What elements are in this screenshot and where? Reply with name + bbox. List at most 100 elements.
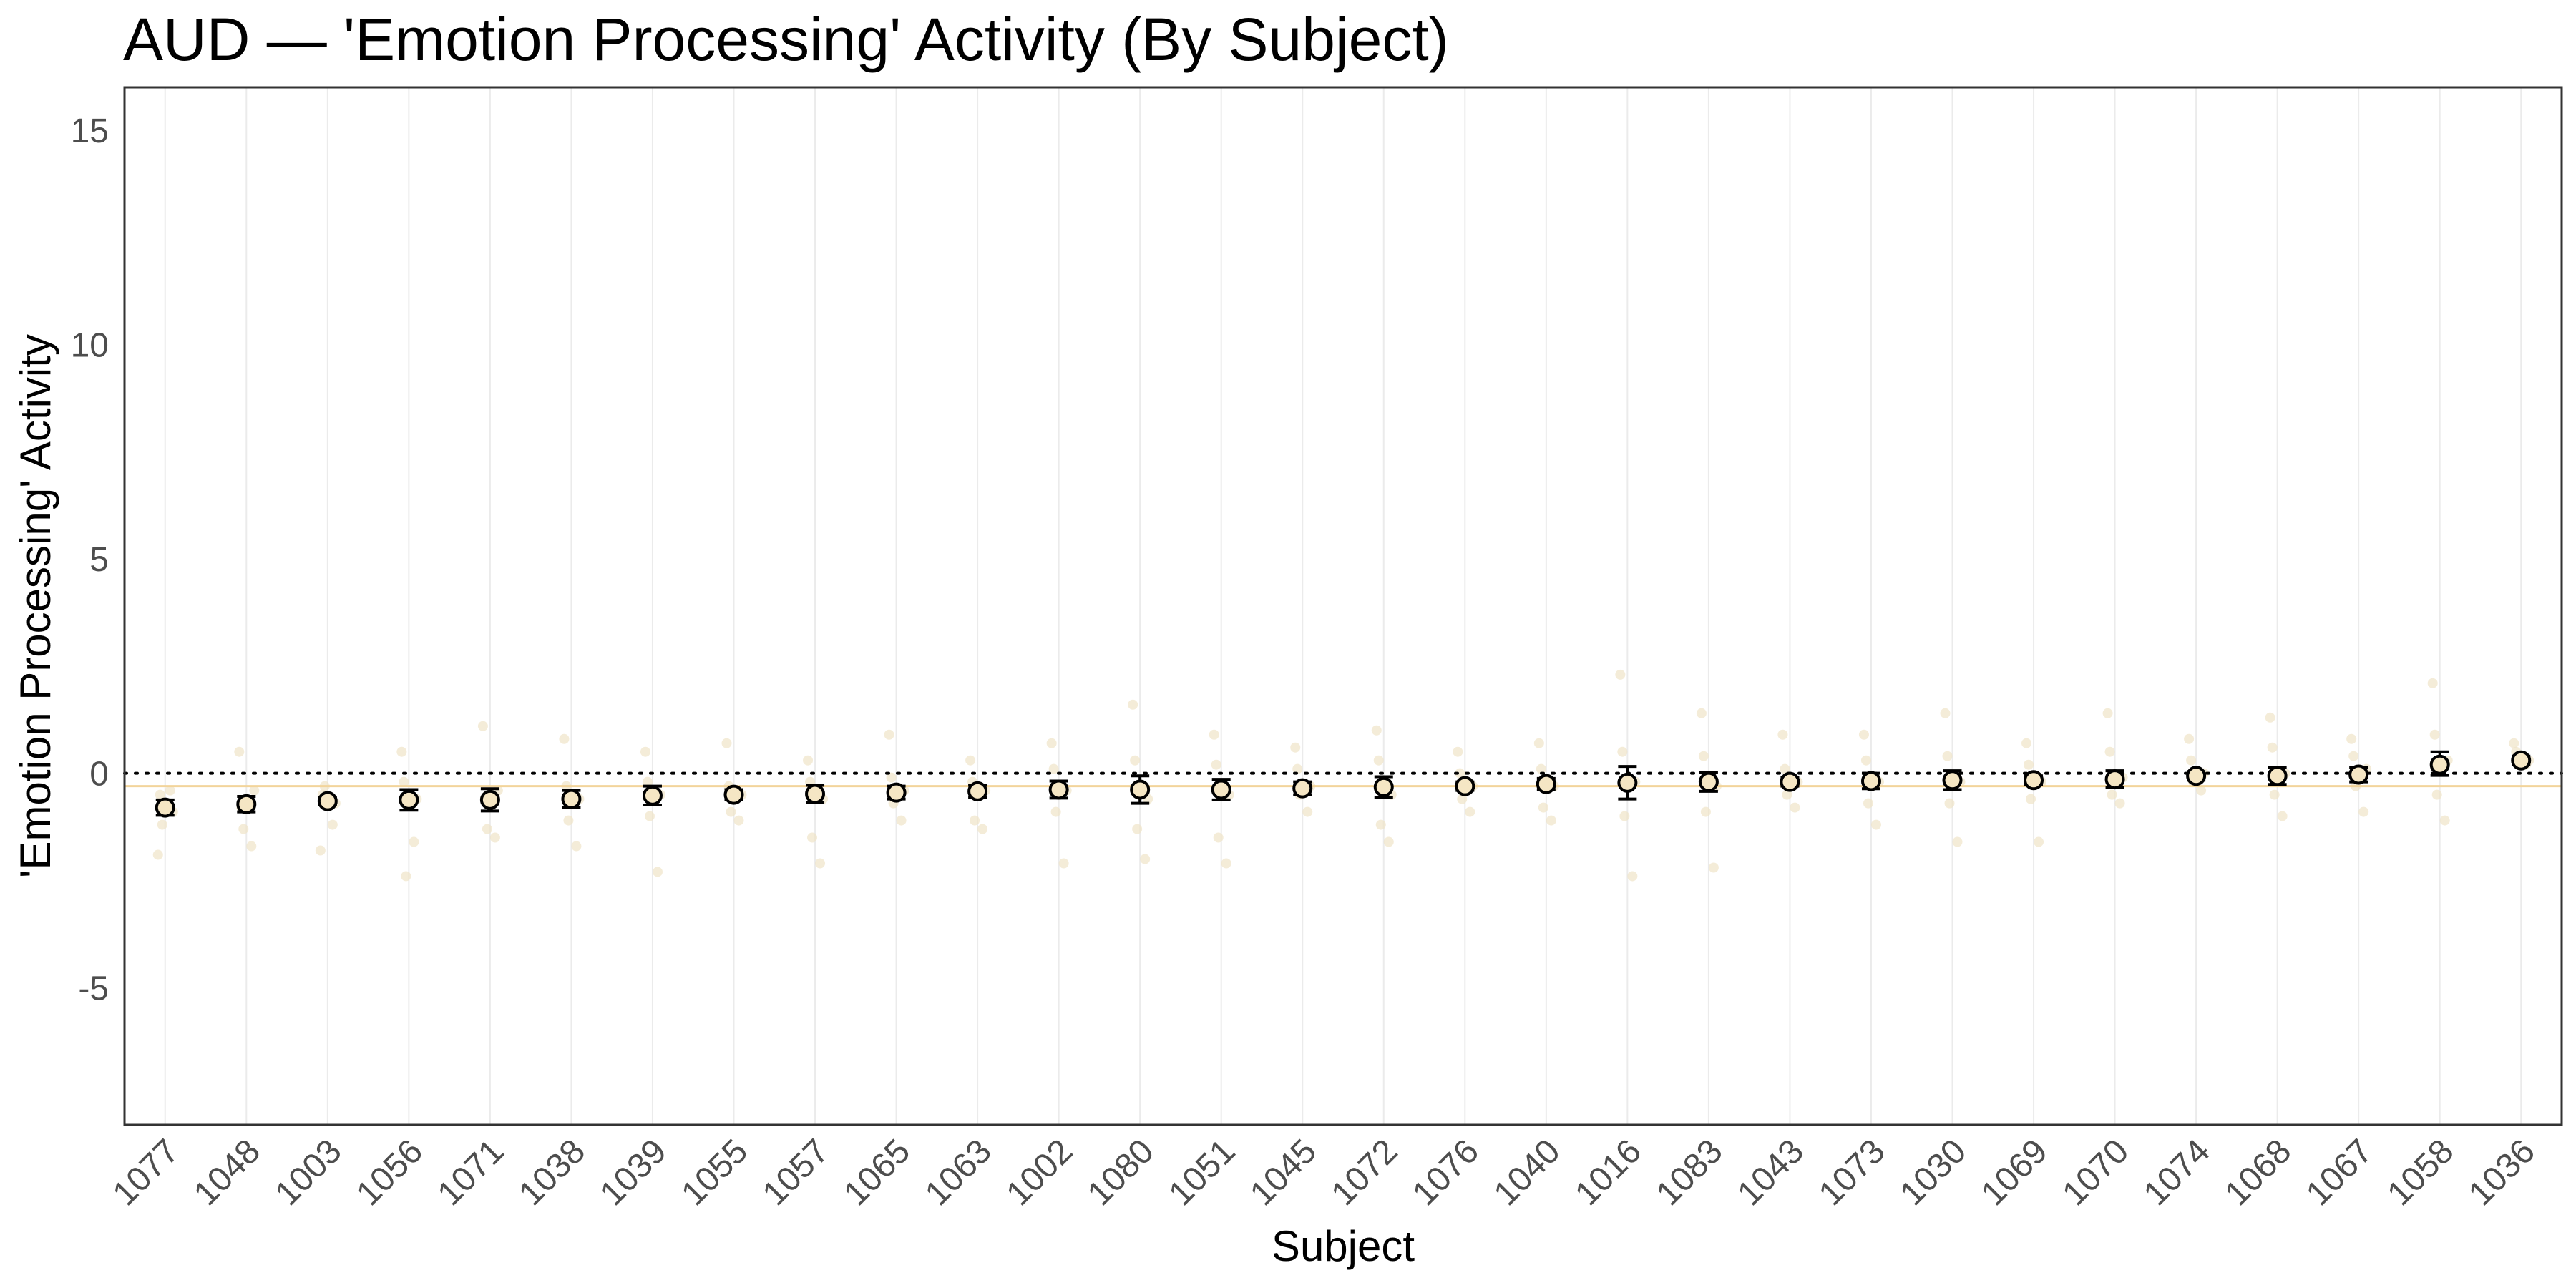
raw-point xyxy=(2429,729,2440,740)
mean-point xyxy=(1455,776,1475,796)
raw-point xyxy=(1455,768,1465,779)
raw-point xyxy=(1696,708,1707,718)
raw-point xyxy=(315,845,326,856)
raw-point xyxy=(249,785,260,796)
raw-point xyxy=(1373,755,1384,766)
x-tick-label: 1003 xyxy=(268,1132,349,1213)
x-tick-label: 1039 xyxy=(593,1132,674,1213)
y-tick-label: -5 xyxy=(78,970,109,1008)
raw-point xyxy=(1128,699,1138,710)
reference-lines-layer xyxy=(123,771,2563,788)
plot-frame-layer xyxy=(123,86,2563,1126)
x-tick-label: 1076 xyxy=(1405,1132,1486,1213)
raw-point xyxy=(2358,806,2369,817)
raw-point xyxy=(1940,708,1951,718)
raw-point xyxy=(1130,755,1141,766)
raw-point xyxy=(1790,802,1800,813)
raw-point xyxy=(886,772,897,783)
raw-point xyxy=(2024,759,2034,770)
raw-point xyxy=(2026,794,2036,804)
mean-point xyxy=(1048,779,1069,800)
raw-point xyxy=(399,776,409,787)
raw-point xyxy=(1211,759,1221,770)
raw-point xyxy=(234,746,245,757)
raw-point xyxy=(157,819,167,830)
raw-point xyxy=(721,738,732,748)
raw-point xyxy=(1132,824,1143,834)
mean-point xyxy=(642,785,663,806)
raw-point xyxy=(1780,763,1790,774)
raw-point xyxy=(2346,733,2357,744)
raw-point xyxy=(2439,815,2450,826)
raw-point xyxy=(1538,802,1548,813)
raw-point xyxy=(1860,755,1871,766)
mean-point xyxy=(967,781,988,801)
mean-point xyxy=(805,784,826,804)
plot-border xyxy=(123,86,2563,1126)
chart-title: AUD — 'Emotion Processing' Activity (By … xyxy=(123,6,1449,73)
x-tick-label: 1080 xyxy=(1080,1132,1161,1213)
x-tick-label: 1051 xyxy=(1161,1132,1242,1213)
mean-point xyxy=(1373,776,1394,797)
raw-point xyxy=(1371,725,1382,736)
x-tick-label: 1002 xyxy=(999,1132,1080,1213)
y-tick-label: 10 xyxy=(71,327,109,365)
mean-point xyxy=(1698,771,1719,792)
raw-point xyxy=(489,832,500,843)
x-tick-label: 1068 xyxy=(2218,1132,2298,1213)
raw-point xyxy=(559,733,570,744)
mean-point xyxy=(1292,778,1313,799)
x-tick-label: 1016 xyxy=(1568,1132,1649,1213)
raw-point xyxy=(2509,738,2519,748)
raw-point xyxy=(1700,806,1711,817)
raw-point xyxy=(644,811,655,821)
raw-point xyxy=(1944,798,1955,809)
error-bars-layer xyxy=(155,750,2531,817)
raw-point xyxy=(2265,712,2275,723)
raw-point xyxy=(1213,832,1224,843)
raw-point xyxy=(1627,871,1638,882)
raw-point xyxy=(1465,806,1475,817)
raw-point xyxy=(2107,789,2117,800)
raw-point xyxy=(1050,806,1061,817)
raw-point xyxy=(165,785,175,796)
mean-point xyxy=(2104,769,2125,790)
mean-point xyxy=(155,797,175,818)
raw-point xyxy=(246,841,257,852)
raw-point xyxy=(1615,669,1626,680)
raw-point xyxy=(571,841,582,852)
raw-point xyxy=(1048,763,1059,774)
y-axis-title: 'Emotion Processing' Activity xyxy=(11,334,59,878)
x-tick-label: 1036 xyxy=(2462,1132,2542,1213)
mean-point xyxy=(2348,764,2369,785)
raw-point xyxy=(155,789,165,800)
y-tick-label: 5 xyxy=(89,541,109,579)
raw-point xyxy=(327,819,338,830)
raw-point xyxy=(1536,763,1546,774)
mean-point xyxy=(1780,771,1800,792)
raw-point xyxy=(970,815,980,826)
raw-point xyxy=(2102,708,2113,718)
raw-point xyxy=(896,815,907,826)
raw-points-layer xyxy=(152,669,2534,882)
raw-point xyxy=(401,871,411,882)
x-tick-label: 1072 xyxy=(1324,1132,1405,1213)
raw-point xyxy=(977,824,988,834)
x-tick-label: 1058 xyxy=(2380,1132,2461,1213)
raw-point xyxy=(2269,789,2280,800)
raw-point xyxy=(1292,763,1303,774)
x-tick-label: 1043 xyxy=(1730,1132,1811,1213)
x-tick-label: 1065 xyxy=(836,1132,917,1213)
mean-point xyxy=(236,794,257,814)
raw-point xyxy=(1457,794,1468,804)
grid-layer xyxy=(164,87,2522,1125)
raw-point xyxy=(807,832,818,843)
x-axis-title: Subject xyxy=(1272,1222,1415,1270)
raw-point xyxy=(1533,738,1544,748)
raw-point xyxy=(2021,738,2032,748)
raw-point xyxy=(2114,798,2125,809)
raw-point xyxy=(1046,738,1057,748)
mean-point xyxy=(723,784,744,805)
raw-point xyxy=(803,755,814,766)
y-tick-label: 0 xyxy=(89,756,109,794)
